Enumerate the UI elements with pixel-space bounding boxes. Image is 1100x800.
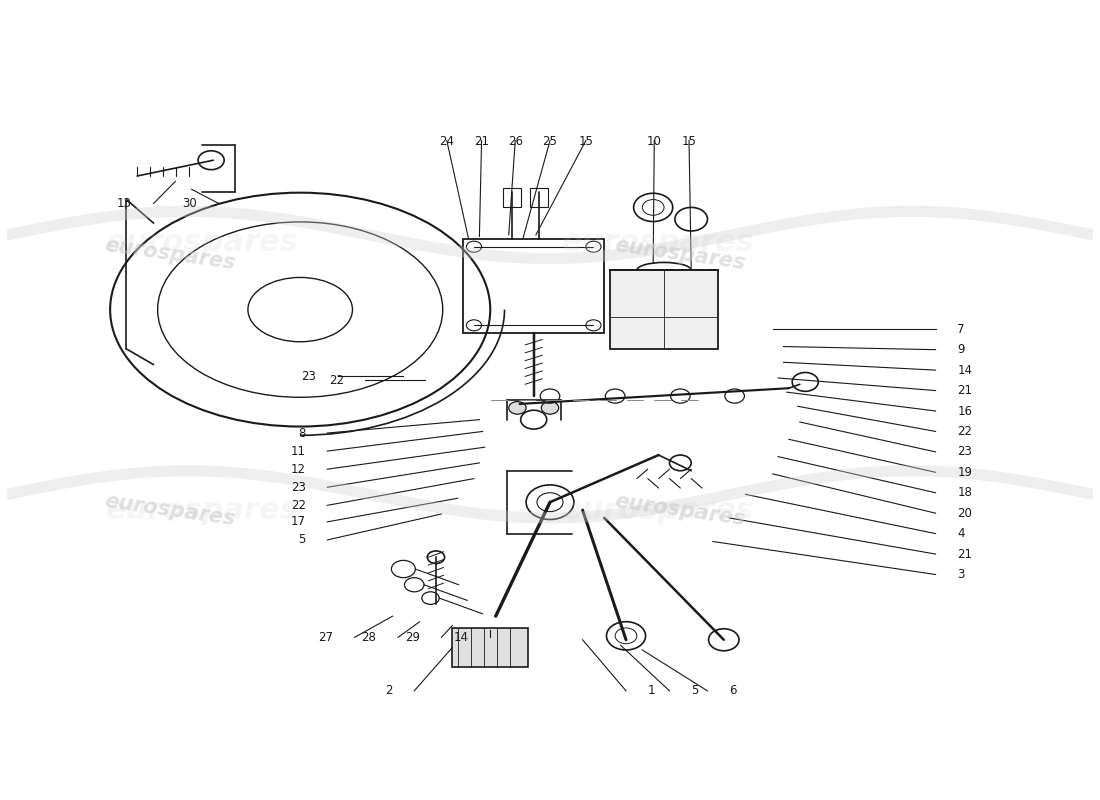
Text: 5: 5	[298, 534, 306, 546]
Text: 22: 22	[957, 425, 972, 438]
Text: 15: 15	[682, 135, 696, 149]
Text: 25: 25	[542, 135, 558, 149]
Text: 13: 13	[117, 197, 132, 210]
Text: 23: 23	[290, 481, 306, 494]
Text: 12: 12	[290, 462, 306, 476]
Text: eurospares: eurospares	[106, 495, 299, 525]
Text: 17: 17	[290, 515, 306, 528]
Text: 9: 9	[957, 343, 965, 356]
Circle shape	[606, 622, 646, 650]
Text: 10: 10	[647, 135, 662, 149]
Text: 11: 11	[290, 445, 306, 458]
Text: 23: 23	[957, 446, 972, 458]
Circle shape	[675, 207, 707, 231]
Text: 14: 14	[453, 631, 469, 644]
Bar	[530, 188, 548, 207]
Text: 5: 5	[691, 684, 698, 698]
Text: 22: 22	[329, 374, 343, 387]
Text: eurospares: eurospares	[103, 235, 236, 274]
Text: 4: 4	[957, 527, 965, 540]
Text: 21: 21	[957, 384, 972, 397]
Text: 15: 15	[579, 135, 593, 149]
Text: eurospares: eurospares	[614, 235, 747, 274]
Text: eurospares: eurospares	[614, 491, 747, 529]
Circle shape	[508, 402, 526, 414]
Circle shape	[708, 629, 739, 650]
Text: eurospares: eurospares	[106, 228, 299, 258]
Circle shape	[725, 389, 745, 403]
Circle shape	[605, 389, 625, 403]
Text: 3: 3	[957, 568, 965, 581]
Circle shape	[671, 389, 690, 403]
Text: eurospares: eurospares	[562, 495, 755, 525]
Text: 14: 14	[957, 364, 972, 377]
Text: 21: 21	[957, 547, 972, 561]
Text: 16: 16	[957, 405, 972, 418]
Text: 22: 22	[290, 499, 306, 512]
Text: 6: 6	[729, 684, 737, 698]
Circle shape	[541, 402, 559, 414]
Circle shape	[634, 194, 673, 222]
Text: eurospares: eurospares	[103, 491, 236, 529]
Text: eurospares: eurospares	[562, 228, 755, 258]
Text: 2: 2	[385, 684, 393, 698]
Circle shape	[198, 151, 224, 170]
Text: 7: 7	[957, 322, 965, 336]
Text: 27: 27	[318, 631, 333, 644]
Bar	[504, 188, 520, 207]
Bar	[452, 628, 528, 667]
Text: 29: 29	[405, 631, 420, 644]
Text: 23: 23	[301, 370, 317, 383]
Text: 1: 1	[648, 684, 656, 698]
Circle shape	[540, 389, 560, 403]
Text: 18: 18	[957, 486, 972, 499]
Bar	[609, 270, 718, 349]
Text: 30: 30	[183, 197, 197, 210]
Bar	[463, 239, 604, 333]
Text: 26: 26	[508, 135, 522, 149]
Text: 20: 20	[957, 506, 972, 520]
Text: 8: 8	[298, 426, 306, 439]
Text: 24: 24	[439, 135, 454, 149]
Text: 21: 21	[474, 135, 490, 149]
Text: 28: 28	[361, 631, 376, 644]
Text: 19: 19	[957, 466, 972, 479]
